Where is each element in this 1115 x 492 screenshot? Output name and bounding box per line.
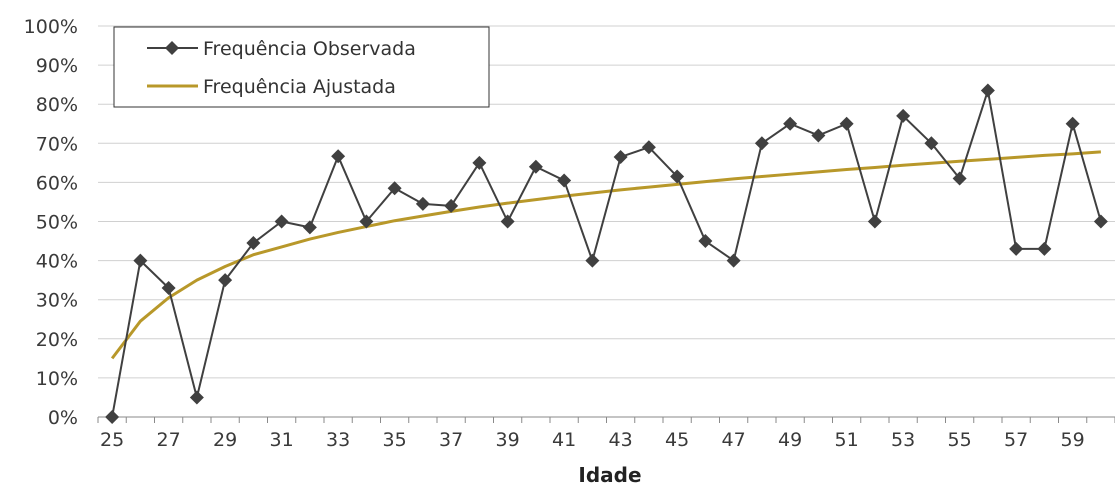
observed-point bbox=[528, 159, 543, 174]
legend-box bbox=[113, 26, 490, 108]
x-axis bbox=[97, 416, 1115, 423]
observed-point bbox=[133, 253, 148, 268]
y-tick-label: 50% bbox=[36, 212, 78, 234]
y-tick-label: 90% bbox=[36, 55, 78, 77]
legend-fitted-label: Frequência Ajustada bbox=[203, 76, 396, 98]
y-tick-label: 100% bbox=[24, 16, 78, 38]
x-tick-label: 31 bbox=[270, 429, 294, 451]
x-tick-label: 57 bbox=[1004, 429, 1028, 451]
observed-point bbox=[783, 116, 798, 131]
observed-point bbox=[359, 214, 374, 229]
x-tick-label: 35 bbox=[383, 429, 407, 451]
observed-point bbox=[924, 136, 939, 151]
observed-point bbox=[670, 169, 685, 184]
gridlines bbox=[98, 25, 1115, 379]
observed-point bbox=[867, 214, 882, 229]
observed-point bbox=[726, 253, 741, 268]
plot-series bbox=[105, 83, 1108, 424]
x-axis-tick-labels: 25 27 29 31 33 35 37 39 41 43 45 47 49 51 53 55 57 59 bbox=[100, 429, 1085, 451]
y-tick-label: 40% bbox=[36, 251, 78, 273]
y-tick-label: 10% bbox=[36, 368, 78, 390]
observed-point bbox=[1093, 214, 1108, 229]
x-tick-label: 51 bbox=[835, 429, 859, 451]
observed-point bbox=[585, 253, 600, 268]
observed-point bbox=[500, 214, 515, 229]
observed-frequency-line bbox=[111, 89, 1102, 418]
x-tick-label: 39 bbox=[496, 429, 520, 451]
fitted-frequency-line bbox=[110, 150, 1101, 360]
observed-point bbox=[387, 181, 402, 196]
observed-point bbox=[189, 390, 204, 405]
observed-point bbox=[331, 149, 346, 164]
x-tick-label: 55 bbox=[948, 429, 972, 451]
x-tick-label: 53 bbox=[891, 429, 915, 451]
x-tick-label: 29 bbox=[213, 429, 237, 451]
observed-point bbox=[246, 236, 261, 251]
y-tick-label: 80% bbox=[36, 94, 78, 116]
x-tick-label: 47 bbox=[722, 429, 746, 451]
observed-point bbox=[105, 410, 120, 424]
observed-point bbox=[896, 108, 911, 123]
observed-point bbox=[613, 149, 628, 164]
x-axis-title: Idade bbox=[578, 463, 641, 487]
y-tick-label: 30% bbox=[36, 290, 78, 312]
legend-observed-label: Frequência Observada bbox=[203, 38, 416, 60]
x-tick-label: 43 bbox=[609, 429, 633, 451]
observed-point bbox=[980, 83, 995, 98]
x-tick-label: 45 bbox=[665, 429, 689, 451]
y-tick-label: 70% bbox=[36, 133, 78, 155]
observed-point bbox=[557, 173, 572, 188]
x-tick-label: 49 bbox=[778, 429, 802, 451]
observed-point bbox=[161, 280, 176, 295]
observed-point bbox=[274, 214, 289, 229]
x-tick-label: 27 bbox=[157, 429, 181, 451]
legend: Frequência Observada Frequência Ajustada bbox=[113, 26, 490, 108]
observed-point bbox=[415, 196, 430, 211]
x-tick-label: 59 bbox=[1061, 429, 1085, 451]
observed-point bbox=[641, 140, 656, 155]
y-axis-tick-labels: 0% 10% 20% 30% 40% 50% 60% 70% 80% 90% 100% bbox=[24, 16, 78, 429]
x-tick-label: 41 bbox=[552, 429, 576, 451]
observed-point bbox=[839, 116, 854, 131]
observed-point bbox=[698, 234, 713, 249]
observed-point bbox=[472, 155, 487, 170]
observed-point bbox=[754, 136, 769, 151]
observed-point bbox=[1009, 241, 1024, 256]
observed-point bbox=[952, 171, 967, 186]
observed-point bbox=[444, 198, 459, 213]
observed-point bbox=[1037, 241, 1052, 256]
observed-point bbox=[218, 273, 233, 288]
observed-point bbox=[1065, 116, 1080, 131]
observed-point bbox=[811, 128, 826, 143]
observed-point bbox=[302, 220, 317, 235]
y-tick-label: 60% bbox=[36, 172, 78, 194]
y-tick-label: 0% bbox=[48, 407, 78, 429]
x-tick-label: 33 bbox=[326, 429, 350, 451]
y-tick-label: 20% bbox=[36, 329, 78, 351]
x-tick-label: 25 bbox=[100, 429, 124, 451]
x-tick-label: 37 bbox=[439, 429, 463, 451]
legend-observed-marker bbox=[165, 41, 179, 55]
